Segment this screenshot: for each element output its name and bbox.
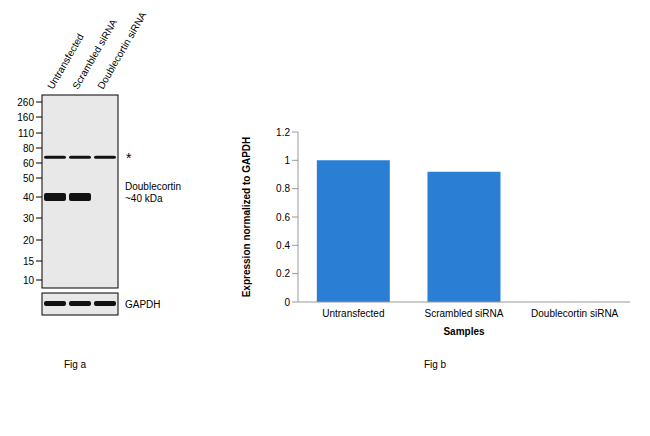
svg-text:*: * bbox=[126, 150, 132, 166]
svg-text:Fig a: Fig a bbox=[64, 359, 87, 370]
svg-text:Scrambled siRNA: Scrambled siRNA bbox=[70, 17, 119, 91]
svg-text:Fig b: Fig b bbox=[424, 359, 447, 370]
svg-text:0.6: 0.6 bbox=[276, 212, 290, 223]
svg-text:15: 15 bbox=[23, 256, 35, 267]
svg-text:1: 1 bbox=[284, 155, 290, 166]
svg-text:0: 0 bbox=[284, 297, 290, 308]
svg-text:40: 40 bbox=[23, 192, 35, 203]
svg-text:10: 10 bbox=[23, 275, 35, 286]
svg-text:GAPDH: GAPDH bbox=[125, 299, 161, 310]
svg-text:Doublecortin: Doublecortin bbox=[125, 181, 181, 192]
svg-text:~40 kDa: ~40 kDa bbox=[125, 193, 163, 204]
svg-text:0.4: 0.4 bbox=[276, 240, 290, 251]
svg-text:80: 80 bbox=[23, 143, 35, 154]
svg-text:Untransfected: Untransfected bbox=[45, 31, 86, 91]
svg-text:1.2: 1.2 bbox=[276, 127, 290, 138]
svg-text:Untransfected: Untransfected bbox=[322, 308, 384, 319]
svg-text:0.8: 0.8 bbox=[276, 183, 290, 194]
svg-text:Scrambled siRNA: Scrambled siRNA bbox=[425, 308, 504, 319]
svg-text:60: 60 bbox=[23, 158, 35, 169]
svg-text:Doublecortin siRNA: Doublecortin siRNA bbox=[531, 308, 619, 319]
svg-text:110: 110 bbox=[18, 128, 34, 139]
svg-text:50: 50 bbox=[23, 173, 35, 184]
svg-text:Doublecortin siRNA: Doublecortin siRNA bbox=[95, 10, 148, 91]
svg-text:160: 160 bbox=[17, 112, 34, 123]
svg-text:20: 20 bbox=[23, 235, 35, 246]
svg-text:Samples: Samples bbox=[443, 326, 485, 337]
svg-text:0.2: 0.2 bbox=[276, 268, 290, 279]
svg-text:30: 30 bbox=[23, 213, 35, 224]
svg-text:260: 260 bbox=[17, 97, 34, 108]
svg-text:Expression normalized to GAPDH: Expression normalized to GAPDH bbox=[241, 137, 252, 298]
